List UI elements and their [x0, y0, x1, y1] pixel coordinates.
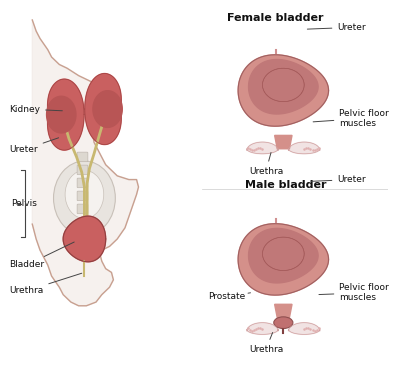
Text: Female bladder: Female bladder: [227, 13, 324, 23]
Ellipse shape: [54, 161, 115, 235]
Polygon shape: [288, 142, 320, 154]
Polygon shape: [46, 96, 76, 133]
Text: Bladder: Bladder: [9, 242, 74, 269]
Ellipse shape: [274, 317, 293, 328]
Text: Ureter: Ureter: [9, 138, 59, 154]
Polygon shape: [247, 142, 278, 154]
Text: Ureter: Ureter: [307, 23, 366, 32]
Polygon shape: [48, 79, 84, 150]
Polygon shape: [85, 74, 121, 144]
Text: Urethra: Urethra: [249, 332, 283, 354]
Polygon shape: [275, 135, 292, 149]
Text: Pelvis: Pelvis: [11, 199, 37, 208]
Text: Urethra: Urethra: [9, 273, 82, 295]
Text: Urethra: Urethra: [249, 153, 283, 175]
Polygon shape: [238, 224, 328, 295]
Polygon shape: [63, 216, 106, 262]
Polygon shape: [275, 304, 292, 318]
Polygon shape: [32, 20, 138, 306]
FancyBboxPatch shape: [77, 191, 88, 201]
Polygon shape: [288, 323, 320, 334]
FancyBboxPatch shape: [77, 152, 88, 162]
Polygon shape: [248, 229, 318, 283]
Polygon shape: [238, 55, 328, 126]
FancyBboxPatch shape: [77, 165, 88, 175]
Ellipse shape: [65, 170, 104, 218]
Polygon shape: [248, 59, 318, 114]
Text: Pelvic floor
muscles: Pelvic floor muscles: [313, 108, 389, 128]
Polygon shape: [93, 91, 122, 128]
Text: Male bladder: Male bladder: [244, 180, 326, 190]
Text: Prostate: Prostate: [208, 292, 250, 301]
Polygon shape: [247, 323, 278, 334]
Text: Ureter: Ureter: [311, 175, 366, 184]
Text: Kidney: Kidney: [9, 105, 62, 114]
Text: Pelvic floor
muscles: Pelvic floor muscles: [319, 283, 389, 303]
FancyBboxPatch shape: [77, 178, 88, 188]
FancyBboxPatch shape: [77, 204, 88, 214]
